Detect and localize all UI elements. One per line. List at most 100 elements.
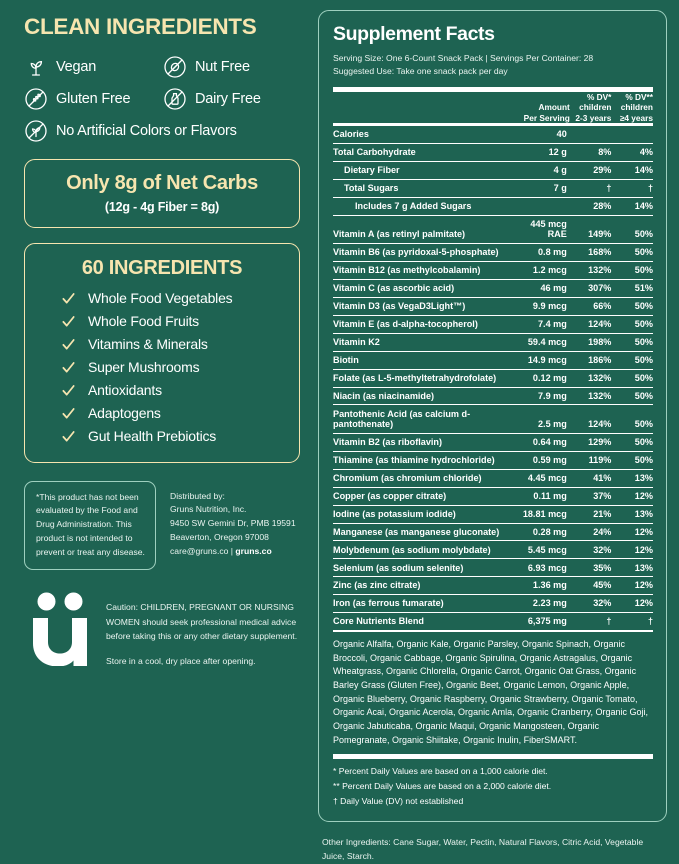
fda-disclaimer: *This product has not been evaluated by … [24, 480, 156, 571]
table-row: Core Nutrients Blend 6,375 mg † † [333, 613, 653, 630]
storage-text: Store in a cool, dry place after opening… [106, 656, 256, 667]
nutrient-dv-children-2-3: 168% [588, 247, 612, 258]
table-row: Includes 7 g Added Sugars 28% 14% [333, 198, 653, 215]
nutrient-dv-children-2-3: 149% [588, 229, 612, 240]
nutrient-dv-children-4plus: 50% [634, 336, 653, 347]
nutrient-amount: 1.2 mcg [532, 265, 567, 276]
distributor-line1: Distributed by: [170, 490, 225, 501]
nutrient-dv-children-4plus: 50% [634, 372, 653, 383]
nutrient-dv-children-4plus: 14% [634, 200, 653, 211]
nutrient-amount: 0.28 mg [532, 526, 567, 537]
table-row: Vitamin B2 (as riboflavin) 0.64 mg 129% 50% [333, 434, 653, 451]
net-carbs-card: Only 8g of Net Carbs (12g - 4g Fiber = 8… [24, 158, 300, 228]
nutrient-dv-children-2-3: 132% [588, 372, 612, 383]
nutrient-rows-table: Calories 40 Total Carbohydrate 12 g 8% 4% Diet… [333, 126, 653, 632]
nutrient-name: Total Sugars [344, 183, 399, 193]
table-row: Total Sugars 7 g † † [333, 180, 653, 197]
row-divider [333, 243, 653, 245]
distributor-website[interactable]: gruns.co [235, 546, 272, 557]
nutrient-dv-children-2-3: 45% [593, 580, 612, 591]
nutrient-dv-children-2-3: 32% [593, 598, 612, 609]
list-item-label: Whole Food Fruits [88, 313, 199, 329]
nutrient-dv-children-4plus: 50% [634, 455, 653, 465]
ingredients-card-title: 60 INGREDIENTS [81, 256, 243, 279]
supplement-label-page: CLEAN INGREDIENTS Vegan [24, 0, 679, 861]
list-item-label: Gut Health Prebiotics [88, 428, 217, 444]
nutrient-dv-children-4plus: 50% [634, 247, 653, 258]
right-panel: Supplement Facts Serving Size: One 6-Cou… [318, 0, 679, 861]
nutrient-name: Vitamin B2 (as riboflavin) [333, 437, 442, 448]
nutrient-dv-children-4plus: 50% [634, 265, 653, 276]
nutrient-amount: 9.9 mcg [532, 301, 567, 312]
row-divider [333, 314, 653, 316]
nutrient-name: Niacin (as niacinamide) [333, 390, 435, 401]
header-amount: Amount Per Serving [515, 92, 570, 124]
row-divider [333, 196, 653, 198]
footnote-2: ** Percent Daily Values are based on a 2… [333, 780, 552, 791]
nutrient-dv-children-4plus: 4% [639, 147, 653, 158]
row-divider [333, 278, 653, 280]
table-row: Thiamine (as thiamine hydrochloride) 0.59… [333, 452, 653, 469]
distributor-line2: Gruns Nutrition, Inc. [170, 504, 247, 515]
header-dv2: % DV** children ≥4 years [611, 92, 653, 124]
nutrient-dv-children-2-3: 37% [593, 490, 612, 501]
header-amount-l2: Per Serving [523, 112, 570, 123]
nutrient-amount [515, 198, 569, 215]
distributor-email[interactable]: care@gruns.co [170, 546, 229, 557]
list-item-label: Super Mushrooms [88, 359, 200, 375]
table-row: Selenium (as sodium selenite) 6.93 mcg 35%… [333, 559, 653, 576]
list-item-label: Adaptogens [88, 405, 161, 421]
footnote-rule [333, 754, 653, 759]
nutrient-name: Pantothenic Acid (as calcium d-pantothen… [333, 408, 471, 430]
nutrient-amount: 0.11 mg [533, 490, 567, 501]
list-item: Antioxidants [25, 379, 299, 402]
no-milk-bottle-icon [163, 87, 187, 111]
list-item-label: Vitamins & Minerals [88, 336, 208, 352]
check-icon [61, 429, 76, 444]
row-divider [333, 160, 653, 162]
table-row: Manganese (as manganese gluconate) 0.28 m… [333, 524, 653, 541]
nutrient-name: Vitamin E (as d-alpha-tocopherol) [333, 319, 478, 329]
nutrient-dv-children-4plus: † [647, 183, 653, 193]
row-divider [333, 178, 653, 180]
list-item: Vitamins & Minerals [25, 333, 299, 356]
nutrient-name: Manganese (as manganese gluconate) [333, 526, 500, 537]
nutrient-dv-children-4plus: 50% [634, 354, 653, 365]
nutrient-dv-children-2-3: 186% [588, 354, 612, 365]
table-row: Chromium (as chromium chloride) 4.45 mcg 4… [333, 470, 653, 487]
nutrient-dv-children-2-3: 66% [593, 301, 612, 312]
supplement-facts-panel: Supplement Facts Serving Size: One 6-Cou… [318, 10, 667, 822]
nutrient-amount: 18.81 mcg [522, 508, 567, 519]
nutrient-name: Iron (as ferrous fumarate) [333, 598, 444, 609]
nutrient-dv-children-4plus: 12% [634, 490, 653, 501]
nutrient-dv-children-4plus: 12% [634, 544, 653, 555]
header-dv2-l3: ≥4 years [619, 112, 653, 123]
nutrient-dv-children-4plus: 13% [634, 472, 653, 483]
row-divider [333, 504, 653, 506]
row-divider [333, 350, 653, 352]
nutrient-amount: 4.45 mcg [527, 472, 567, 483]
row-divider [333, 594, 653, 596]
distributor-line4: Beaverton, Oregon 97008 [170, 532, 269, 543]
row-divider [333, 214, 653, 216]
nutrient-name: Core Nutrients Blend [333, 616, 424, 627]
header-dv2-l2: children [620, 102, 653, 113]
nutrient-name: Selenium (as sodium selenite) [333, 562, 464, 573]
distributor-contact: care@gruns.co | gruns.co [170, 545, 296, 559]
nutrient-dv-children-4plus: 50% [634, 229, 653, 240]
nutrient-name: Vitamin K2 [333, 336, 380, 347]
table-row: Iodine (as potassium iodide) 18.81 mcg 21%… [333, 506, 653, 523]
supplement-facts-title: Supplement Facts [333, 23, 495, 45]
clean-badges-grid: Vegan Nut Free [24, 51, 302, 147]
table-row: Iron (as ferrous fumarate) 2.23 mg 32% 12% [333, 595, 653, 612]
nutrient-dv-children-2-3 [570, 126, 612, 143]
plant-sprout-icon [24, 55, 48, 79]
table-row: Molybdenum (as sodium molybdate) 5.45 mcg… [333, 541, 653, 558]
badge-gluten-free: Gluten Free [24, 83, 163, 115]
nutrient-dv-children-2-3: 132% [588, 265, 612, 276]
ingredients-card: 60 INGREDIENTS Whole Food Vegetables Who… [24, 242, 300, 463]
badge-label: No Artificial Colors or Flavors [56, 122, 237, 139]
row-divider [333, 386, 653, 388]
list-item: Whole Food Vegetables [25, 287, 299, 310]
fine-print-row: *This product has not been evaluated by … [24, 480, 306, 571]
